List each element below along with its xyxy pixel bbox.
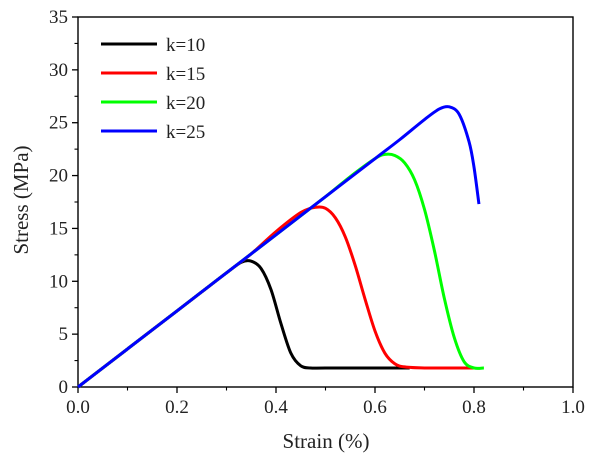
x-tick-label: 1.0 <box>561 397 585 418</box>
x-tick-label: 0.6 <box>363 397 387 418</box>
legend: k=10 k=15 k=20 k=25 <box>101 35 205 143</box>
x-tick-label: 0.8 <box>462 397 486 418</box>
legend-label: k=15 <box>166 64 205 85</box>
y-axis-label: Stress (MPa) <box>9 145 33 254</box>
y-tick-label: 5 <box>59 324 69 345</box>
y-tick-label: 20 <box>49 166 68 187</box>
y-tick-label: 15 <box>49 218 68 239</box>
y-tick-label: 10 <box>49 271 68 292</box>
y-tick-label: 35 <box>49 7 68 28</box>
legend-label: k=10 <box>166 35 205 56</box>
axes: 0.0 0.2 0.4 0.6 0.8 1.0 0 5 10 15 20 25 30 35 <box>49 7 585 418</box>
legend-label: k=20 <box>166 93 205 114</box>
y-tick-label: 25 <box>49 113 68 134</box>
y-tick-label: 30 <box>49 60 68 81</box>
series-layer <box>77 105 484 389</box>
series-line-k-25 <box>77 105 481 389</box>
y-tick-label: 0 <box>59 377 69 398</box>
legend-label: k=25 <box>166 122 205 143</box>
x-axis-label: Strain (%) <box>283 429 370 453</box>
x-tick-label: 0.0 <box>66 397 90 418</box>
x-tick-label: 0.4 <box>264 397 288 418</box>
series-line-k-20 <box>77 152 484 389</box>
x-tick-label: 0.2 <box>165 397 189 418</box>
